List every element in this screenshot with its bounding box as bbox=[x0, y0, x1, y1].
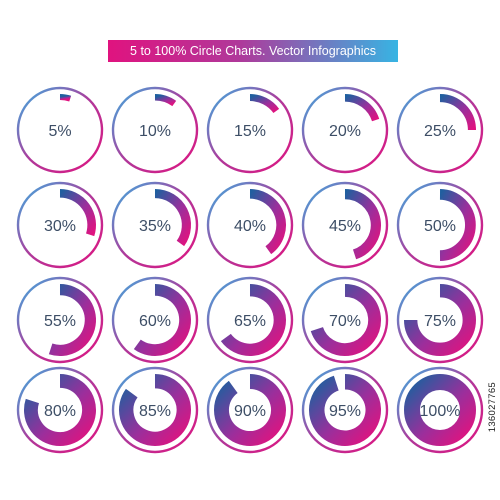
circle-chart: 85% bbox=[111, 366, 199, 454]
chart-outer-ring bbox=[301, 276, 389, 364]
circle-chart: 10% bbox=[111, 86, 199, 174]
chart-outer-ring bbox=[396, 366, 484, 454]
chart-progress-arc bbox=[309, 374, 381, 446]
chart-percent-label: 70% bbox=[329, 313, 361, 330]
circle-chart: 65% bbox=[206, 276, 294, 364]
chart-outer-ring bbox=[206, 366, 294, 454]
chart-outer-ring bbox=[206, 86, 294, 174]
chart-progress-arc bbox=[220, 284, 286, 356]
chart-outer-ring bbox=[396, 276, 484, 364]
stock-image-id: 136027765 bbox=[487, 382, 498, 433]
chart-outer-ring bbox=[16, 366, 104, 454]
chart-percent-label: 50% bbox=[424, 218, 456, 235]
chart-outer-ring bbox=[111, 181, 199, 269]
chart-percent-label: 5% bbox=[48, 123, 71, 140]
chart-outer-ring bbox=[301, 86, 389, 174]
chart-percent-label: 75% bbox=[424, 313, 456, 330]
circle-chart: 25% bbox=[396, 86, 484, 174]
chart-outer-ring bbox=[111, 366, 199, 454]
circle-chart: 90% bbox=[206, 366, 294, 454]
chart-percent-label: 15% bbox=[234, 123, 266, 140]
chart-progress-arc bbox=[214, 374, 286, 446]
chart-percent-label: 80% bbox=[44, 403, 76, 420]
chart-progress-arc bbox=[24, 373, 96, 446]
circle-chart: 35% bbox=[111, 181, 199, 269]
chart-outer-ring bbox=[111, 86, 199, 174]
chart-outer-ring bbox=[16, 181, 104, 269]
chart-percent-label: 95% bbox=[329, 403, 361, 420]
chart-progress-arc bbox=[310, 283, 381, 356]
chart-percent-label: 25% bbox=[424, 123, 456, 140]
chart-outer-ring bbox=[396, 86, 484, 174]
chart-outer-ring bbox=[396, 181, 484, 269]
chart-percent-label: 90% bbox=[234, 403, 266, 420]
chart-outer-ring bbox=[206, 276, 294, 364]
chart-outer-ring bbox=[206, 181, 294, 269]
chart-outer-ring bbox=[301, 181, 389, 269]
circle-chart: 75% bbox=[396, 276, 484, 364]
chart-progress-arc bbox=[403, 283, 476, 356]
chart-percent-label: 100% bbox=[420, 403, 461, 420]
chart-percent-label: 40% bbox=[234, 218, 266, 235]
chart-percent-label: 60% bbox=[139, 313, 171, 330]
chart-progress-arc bbox=[48, 284, 96, 356]
chart-progress-arc bbox=[59, 189, 96, 237]
circle-chart: 55% bbox=[16, 276, 104, 364]
chart-progress-arc bbox=[133, 284, 191, 356]
chart-progress-arc bbox=[344, 188, 381, 260]
circle-chart: 50% bbox=[396, 181, 484, 269]
circle-chart: 80% bbox=[16, 366, 104, 454]
chart-outer-ring bbox=[301, 366, 389, 454]
circle-chart: 100% bbox=[396, 366, 484, 454]
title-banner: 5 to 100% Circle Charts. Vector Infograp… bbox=[108, 40, 398, 62]
chart-percent-label: 20% bbox=[329, 123, 361, 140]
chart-progress-arc bbox=[119, 374, 191, 446]
chart-progress-arc bbox=[249, 93, 280, 114]
chart-percent-label: 30% bbox=[44, 218, 76, 235]
chart-progress-arc bbox=[154, 189, 191, 247]
chart-percent-label: 85% bbox=[139, 403, 171, 420]
circle-chart: 70% bbox=[301, 276, 389, 364]
circle-chart: 60% bbox=[111, 276, 199, 364]
circle-chart: 15% bbox=[206, 86, 294, 174]
chart-progress-arc bbox=[439, 93, 477, 131]
chart-outer-ring bbox=[16, 86, 104, 174]
chart-percent-label: 65% bbox=[234, 313, 266, 330]
chart-progress-arc bbox=[439, 188, 476, 261]
circle-chart: 40% bbox=[206, 181, 294, 269]
chart-percent-label: 35% bbox=[139, 218, 171, 235]
circle-chart: 45% bbox=[301, 181, 389, 269]
circle-chart: 20% bbox=[301, 86, 389, 174]
chart-outer-ring bbox=[111, 276, 199, 364]
chart-progress-arc bbox=[344, 94, 380, 122]
chart-percent-label: 45% bbox=[329, 218, 361, 235]
circle-chart: 5% bbox=[16, 86, 104, 174]
chart-outer-ring bbox=[16, 276, 104, 364]
chart-percent-label: 10% bbox=[139, 123, 171, 140]
circle-chart: 30% bbox=[16, 181, 104, 269]
chart-progress-arc bbox=[249, 188, 286, 255]
circle-chart: 95% bbox=[301, 366, 389, 454]
chart-progress-arc bbox=[59, 94, 72, 102]
chart-percent-label: 55% bbox=[44, 313, 76, 330]
chart-progress-arc bbox=[154, 94, 177, 107]
chart-progress-arc bbox=[404, 374, 476, 446]
